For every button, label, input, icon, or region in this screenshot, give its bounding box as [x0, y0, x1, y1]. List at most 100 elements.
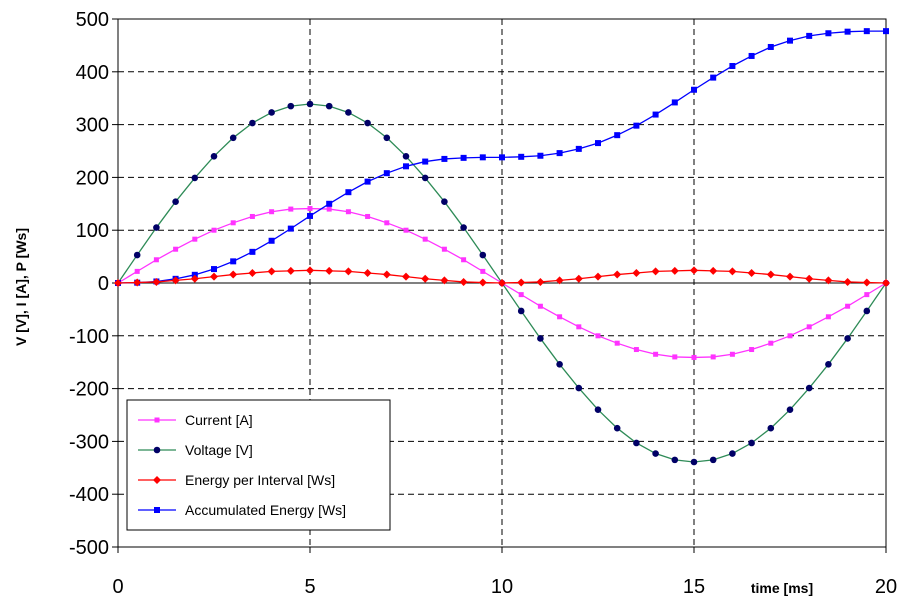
legend-box	[126, 399, 391, 531]
data-point	[286, 266, 295, 275]
legend-item: Accumulated Energy [Ws]	[138, 502, 346, 518]
data-point	[210, 272, 218, 281]
y-tick-label: -400	[69, 484, 109, 506]
data-point	[844, 28, 851, 35]
data-point	[670, 266, 679, 275]
data-point	[786, 272, 794, 281]
data-point	[633, 122, 640, 129]
x-axis-label: time [ms]	[751, 580, 813, 596]
data-point	[363, 268, 372, 277]
data-point	[518, 153, 525, 160]
data-point	[575, 145, 582, 152]
data-point	[325, 266, 334, 275]
data-point	[153, 257, 159, 263]
data-point	[479, 251, 487, 259]
data-point	[402, 272, 410, 281]
data-point	[134, 268, 140, 274]
data-point	[345, 189, 352, 196]
y-tick-label: -500	[69, 537, 109, 559]
data-point	[537, 303, 543, 309]
data-point	[710, 74, 717, 81]
y-tick-label: -100	[69, 326, 109, 348]
legend-marker	[154, 507, 160, 513]
data-point	[307, 212, 313, 219]
data-point	[345, 209, 351, 215]
data-point	[843, 277, 852, 286]
data-point	[152, 277, 161, 286]
data-point	[537, 335, 544, 342]
data-point	[844, 335, 851, 342]
data-point	[766, 270, 775, 279]
y-tick-label: 300	[76, 115, 109, 137]
data-point	[653, 351, 659, 357]
data-point	[480, 268, 486, 274]
data-point	[268, 237, 275, 244]
data-point	[748, 52, 755, 59]
data-point	[440, 276, 449, 285]
legend-item: Current [A]	[138, 412, 253, 428]
data-point	[402, 152, 410, 160]
data-point	[518, 292, 524, 298]
data-point	[517, 278, 526, 287]
data-point	[671, 456, 679, 464]
data-point	[384, 220, 390, 226]
data-point	[556, 361, 563, 368]
y-tick-label: 200	[76, 167, 109, 189]
data-point	[613, 424, 621, 432]
data-point	[326, 206, 332, 212]
data-point	[690, 266, 698, 275]
data-point	[613, 270, 622, 279]
data-point	[211, 266, 217, 273]
data-point	[133, 278, 142, 287]
y-tick-label: -200	[69, 379, 109, 401]
data-point	[230, 258, 237, 265]
data-point	[652, 450, 659, 457]
data-point	[287, 102, 295, 110]
data-point	[883, 28, 889, 35]
legend-label: Voltage [V]	[185, 442, 253, 458]
legend-label: Accumulated Energy [Ws]	[185, 502, 346, 518]
data-point	[211, 227, 217, 233]
data-point	[344, 267, 353, 276]
data-point	[864, 292, 870, 298]
data-point	[651, 267, 660, 276]
data-point	[517, 307, 525, 315]
series-3	[115, 28, 889, 286]
data-point	[307, 206, 313, 212]
y-tick-label: 400	[76, 62, 109, 84]
data-point	[671, 99, 678, 106]
data-point	[672, 354, 678, 360]
data-point	[729, 450, 736, 457]
data-point	[768, 340, 774, 346]
data-point	[862, 278, 871, 287]
data-point	[441, 246, 447, 252]
data-point	[230, 220, 236, 226]
data-point	[383, 134, 391, 142]
legend: Current [A] Voltage [V] Energy per Interva…	[126, 399, 391, 531]
y-axis-label: V [V], I [A], P [Ws]	[13, 228, 29, 346]
data-point	[824, 276, 833, 285]
data-point	[806, 324, 812, 330]
data-point	[249, 119, 256, 127]
data-point	[421, 174, 429, 182]
data-point	[710, 354, 716, 360]
data-point	[306, 100, 314, 108]
data-point	[787, 37, 793, 44]
x-tick-label: 10	[491, 576, 513, 598]
data-point	[460, 154, 467, 161]
data-point	[190, 274, 199, 283]
data-point	[192, 236, 198, 242]
series-2	[114, 266, 890, 287]
data-point	[268, 109, 275, 116]
data-point	[114, 279, 122, 287]
legend-marker	[153, 446, 161, 454]
data-point	[555, 276, 564, 285]
data-point	[364, 178, 371, 185]
legend-item: Energy per Interval [Ws]	[138, 472, 335, 488]
legend-marker	[154, 417, 160, 423]
data-point	[709, 266, 718, 275]
data-point	[499, 154, 505, 161]
x-tick-label: 5	[304, 576, 315, 598]
